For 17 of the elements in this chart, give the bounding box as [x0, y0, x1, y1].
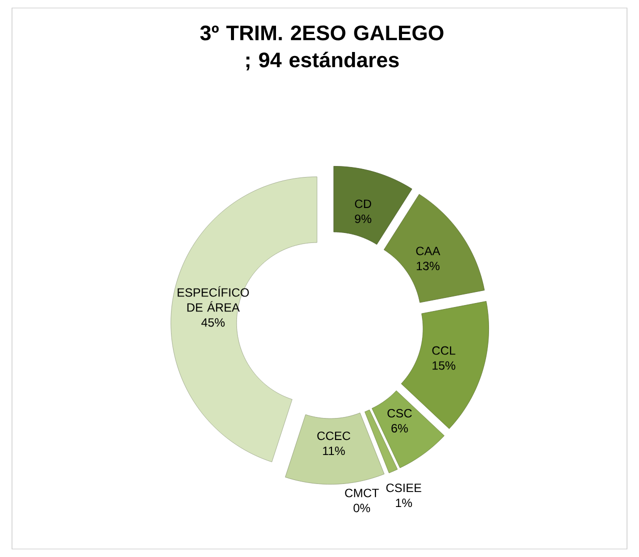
data-label: 9%: [354, 214, 372, 224]
slice-label: ESPECÍFICO DE ÁREA: [178, 286, 249, 312]
data-label: 45%: [201, 318, 225, 327]
slice-label: CSC: [388, 409, 412, 418]
data-label: 15%: [432, 361, 456, 370]
category-label: CMCT: [345, 488, 379, 498]
data-label: 13%: [416, 262, 440, 270]
data-label: 6%: [392, 424, 408, 433]
chart-title: 3º TRIM. 2ESO GALEGO ; 94 estándares: [200, 26, 444, 70]
slice-label: CD: [354, 200, 372, 208]
slice-label: CSIEE: [386, 484, 422, 492]
slice-label: CAA: [416, 246, 440, 256]
text: 0%: [354, 504, 370, 512]
slice-label: CCEC: [317, 432, 350, 440]
data-label: 11%: [323, 446, 345, 456]
data-label: 1%: [396, 498, 412, 508]
slice-label: CCL: [432, 346, 456, 355]
